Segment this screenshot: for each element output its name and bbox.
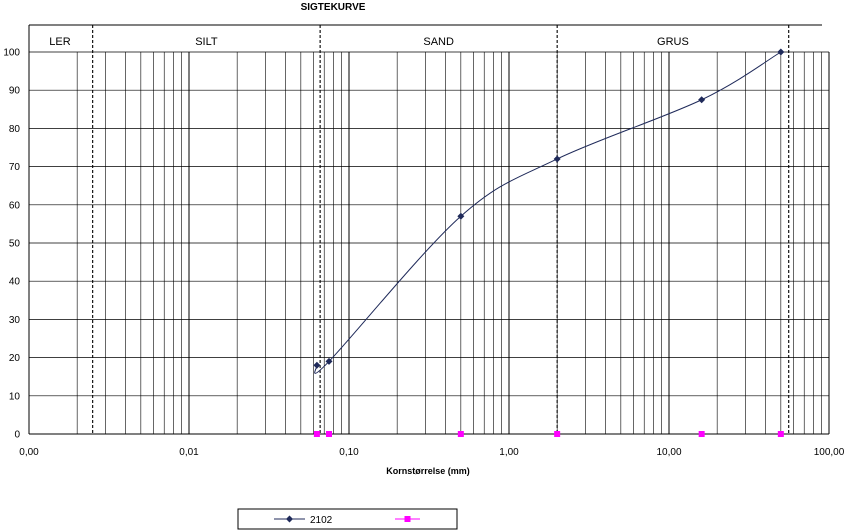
data-point-2102	[698, 96, 706, 104]
y-tick-label: 20	[9, 353, 21, 364]
y-axis-ticks: 0 10 20 30 40 50 60 70 80 90 100	[3, 48, 20, 441]
x-tick-label: 0,00	[19, 447, 39, 458]
data-point-magenta	[457, 431, 464, 437]
y-tick-label: 60	[9, 200, 21, 211]
data-point-2102	[553, 155, 561, 163]
x-axis-ticks: 0,00 0,01 0,10 1,00 10,00 100,00	[19, 447, 844, 458]
zone-label: LER	[49, 36, 70, 48]
x-tick-label: 10,00	[656, 447, 681, 458]
legend-marker-2102	[286, 515, 293, 523]
legend-marker-magenta	[404, 516, 411, 522]
y-tick-label: 0	[14, 430, 20, 441]
y-tick-label: 100	[3, 48, 20, 59]
zone-label: SILT	[195, 36, 218, 48]
y-tick-label: 10	[9, 391, 21, 402]
data-point-magenta	[326, 431, 333, 437]
data-point-magenta	[313, 431, 320, 437]
data-point-2102	[457, 212, 465, 220]
legend-label-2102: 2102	[310, 515, 333, 526]
y-tick-label: 50	[9, 239, 21, 250]
chart-title: SIGTEKURVE	[301, 2, 366, 13]
x-tick-label: 0,10	[339, 447, 359, 458]
legend-box	[237, 508, 458, 530]
y-tick-label: 90	[9, 86, 21, 97]
data-point-magenta	[777, 431, 784, 437]
data-point-2102	[313, 361, 321, 369]
series-layer	[313, 48, 785, 437]
grid	[28, 51, 830, 435]
y-tick-label: 40	[9, 277, 21, 288]
zone-bands: LER SILT SAND GRUS	[28, 24, 822, 434]
x-tick-label: 0,01	[179, 447, 199, 458]
x-tick-label: 100,00	[814, 447, 845, 458]
x-tick-label: 1,00	[499, 447, 519, 458]
zone-label: SAND	[423, 36, 454, 48]
zone-label: GRUS	[657, 36, 689, 48]
data-point-magenta	[554, 431, 561, 437]
y-tick-label: 70	[9, 162, 21, 173]
series-line-2102	[314, 51, 782, 374]
y-tick-label: 30	[9, 315, 21, 326]
x-axis-label: Kornstørrelse (mm)	[386, 466, 470, 476]
legend: 2102	[237, 508, 458, 530]
data-point-2102	[325, 357, 333, 365]
data-point-magenta	[698, 431, 705, 437]
data-point-2102	[777, 48, 785, 56]
y-tick-label: 80	[9, 124, 21, 135]
